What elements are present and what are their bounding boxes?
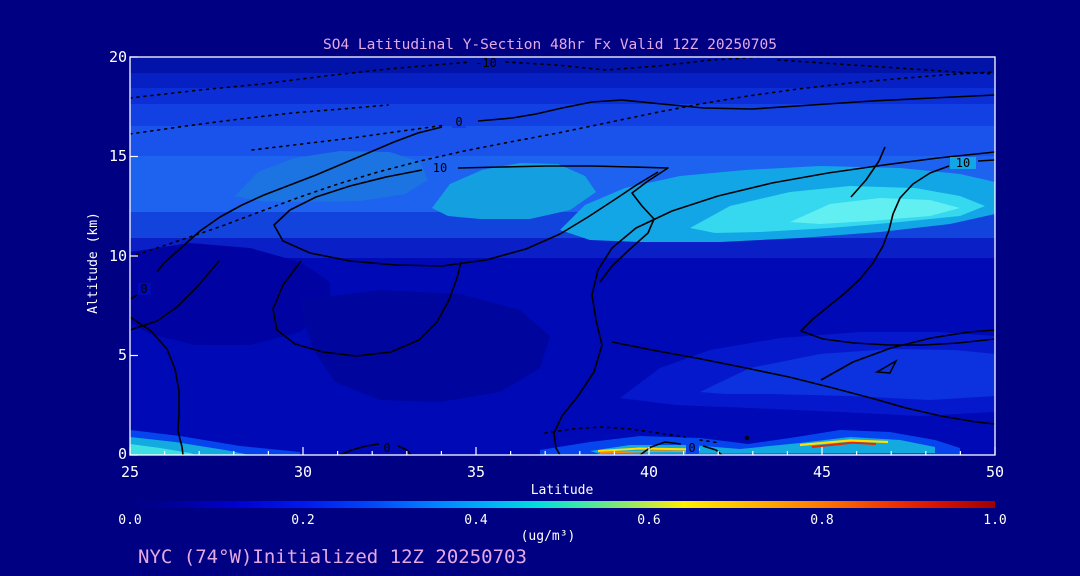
band xyxy=(130,73,995,88)
y-tick-label: 5 xyxy=(118,346,127,364)
dark-lobe xyxy=(130,243,330,345)
contour-line xyxy=(130,260,220,331)
contour-label-bg xyxy=(427,162,453,174)
colorbar-tick-label: 0.4 xyxy=(464,513,488,528)
plume-patch xyxy=(432,163,596,219)
colorbar-tick-label: 0.6 xyxy=(637,513,660,528)
contour-mini-loop xyxy=(874,359,898,374)
y-tick-label: 0 xyxy=(118,445,127,463)
contour-line-dotted xyxy=(544,426,721,444)
y-tick-label: 20 xyxy=(109,48,127,66)
chart-title: SO4 Latitudinal Y-Section 48hr Fx Valid … xyxy=(323,37,777,53)
plume-core xyxy=(790,198,960,224)
contour-label-bg xyxy=(950,157,976,169)
contour-label: 0 xyxy=(383,441,390,455)
contour-label-bg xyxy=(138,283,151,295)
colorbar-tick-label: 0.8 xyxy=(810,513,833,528)
contour-line xyxy=(639,441,723,455)
x-tick-label: 30 xyxy=(294,463,312,481)
contour-line xyxy=(339,443,412,455)
contour-label: 10 xyxy=(433,161,447,175)
x-tick-label: 45 xyxy=(813,463,831,481)
contour-speck xyxy=(744,435,750,441)
contour-fill-field: -10 0 10 10 0 0 0 xyxy=(130,56,995,455)
contour-line xyxy=(553,151,995,455)
contour-label-bg xyxy=(686,442,699,454)
x-tick-label: 40 xyxy=(640,463,658,481)
plume-patch xyxy=(235,151,428,202)
colorbar-unit-label: (ug/m³) xyxy=(521,529,576,544)
y-axis-ticks xyxy=(130,56,138,456)
contour-label: 0 xyxy=(455,115,462,129)
band xyxy=(130,104,995,126)
contour-line-10 xyxy=(273,165,669,283)
contour-line-dotted xyxy=(251,124,447,151)
band xyxy=(130,88,995,104)
contour-label: 10 xyxy=(956,156,970,170)
contour-line xyxy=(272,260,462,357)
surface-patch xyxy=(130,444,196,455)
contour-line xyxy=(611,341,995,425)
contour-label: 0 xyxy=(140,282,147,296)
y-tick-label: 10 xyxy=(109,247,127,265)
surface-streak-red xyxy=(811,441,877,448)
contour-label: -10 xyxy=(475,56,497,70)
contour-line xyxy=(850,146,886,198)
contour-label-bg xyxy=(470,57,502,69)
contour-line-0 xyxy=(130,94,995,300)
surface-streak-yellow xyxy=(597,447,701,452)
footer-annotation: NYC (74°W)Initialized 12Z 20250703 xyxy=(138,546,527,568)
low-wedge xyxy=(700,349,995,400)
contour-label-bg xyxy=(452,116,466,128)
contour-line xyxy=(130,316,184,455)
dark-lobe xyxy=(300,290,550,402)
x-tick-label: 25 xyxy=(121,463,139,481)
contour-line-dotted xyxy=(130,71,995,258)
contour-label-bg xyxy=(381,442,394,454)
contour-line-dotted xyxy=(130,57,763,99)
contour-line-10-right xyxy=(800,159,995,346)
band xyxy=(130,126,995,156)
colorbar xyxy=(130,501,995,508)
band xyxy=(130,238,995,258)
contour-line xyxy=(820,329,995,381)
contour-label: 0 xyxy=(688,441,695,455)
x-tick-label: 50 xyxy=(986,463,1004,481)
x-tick-label: 35 xyxy=(467,463,485,481)
surface-streak-orange xyxy=(599,450,699,454)
surface-streak-yellow xyxy=(799,439,889,447)
x-axis-ticks xyxy=(129,447,996,455)
y-axis-title: Altitude (km) xyxy=(86,212,101,314)
y-tick-label: 15 xyxy=(109,147,127,165)
colorbar-tick-label: 1.0 xyxy=(983,513,1006,528)
colorbar-tick-label: 0.2 xyxy=(291,513,314,528)
colorbar-tick-label: 0.0 xyxy=(118,513,141,528)
x-axis-title: Latitude xyxy=(531,483,594,498)
